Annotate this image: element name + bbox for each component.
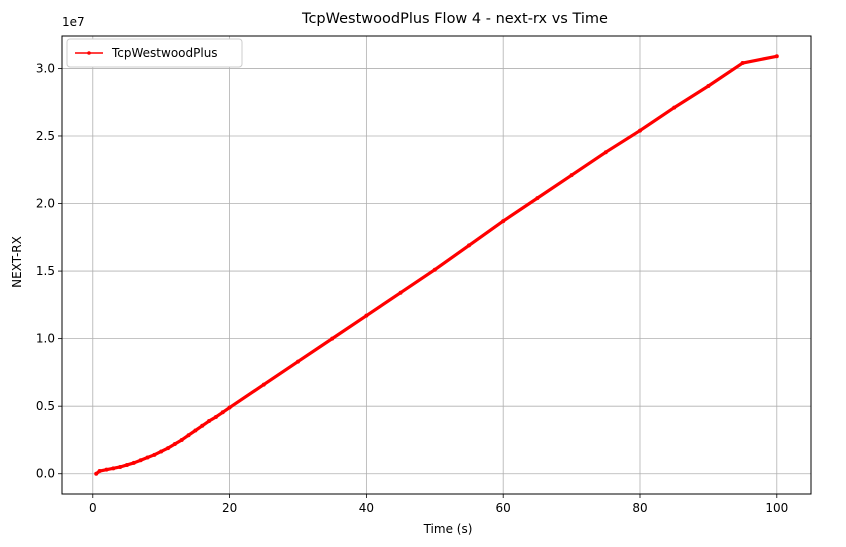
legend-marker-swatch — [87, 51, 91, 55]
data-point — [740, 61, 745, 66]
legend: TcpWestwoodPlus — [66, 38, 243, 68]
x-axis-label: Time (s) — [423, 522, 473, 536]
axes-frame — [61, 35, 812, 495]
y-axis-label: NEXT-RX — [10, 236, 24, 288]
data-point — [193, 428, 198, 433]
y-tick-label: 1.5 — [36, 264, 55, 278]
data-point — [706, 83, 711, 88]
data-point — [207, 419, 212, 424]
data-point — [535, 196, 540, 201]
y-tick-label: 0.5 — [36, 399, 55, 413]
y-tick-label: 1.0 — [36, 332, 55, 346]
x-tick-label: 80 — [632, 501, 647, 515]
legend-label: TcpWestwoodPlus — [111, 46, 218, 60]
y-offset-label: 1e7 — [62, 15, 85, 29]
data-point — [637, 128, 642, 133]
x-tick-label: 40 — [359, 501, 374, 515]
data-point — [186, 433, 191, 438]
data-point — [774, 54, 779, 59]
x-axis: 0 20 40 60 80 100 — [89, 494, 788, 515]
legend-box — [66, 38, 243, 68]
data-point — [118, 464, 123, 469]
y-axis: 0.0 0.5 1.0 1.5 2.0 2.5 3.0 — [36, 61, 62, 481]
x-tick-label: 60 — [496, 501, 511, 515]
data-point — [501, 219, 506, 224]
plot-area — [94, 54, 779, 476]
chart-title: TcpWestwoodPlus Flow 4 - next-rx vs Time — [301, 11, 608, 27]
data-point — [200, 423, 205, 428]
data-point — [364, 313, 369, 318]
data-point — [213, 414, 218, 419]
data-point — [159, 449, 164, 454]
data-point — [166, 446, 171, 451]
data-point — [131, 460, 136, 465]
data-point — [227, 405, 232, 410]
data-point — [466, 243, 471, 248]
y-tick-label: 2.5 — [36, 129, 55, 143]
data-point — [145, 455, 150, 460]
data-point — [398, 290, 403, 295]
data-point — [172, 442, 177, 447]
y-tick-label: 0.0 — [36, 467, 55, 481]
data-point — [603, 150, 608, 155]
data-point — [111, 466, 116, 471]
data-point — [220, 410, 225, 415]
data-point — [94, 471, 99, 476]
data-point — [569, 173, 574, 178]
data-point — [261, 382, 266, 387]
grid — [62, 36, 811, 494]
data-point — [179, 437, 184, 442]
y-tick-label: 2.0 — [36, 197, 55, 211]
data-point — [432, 267, 437, 272]
x-tick-label: 100 — [765, 501, 788, 515]
data-point — [138, 458, 143, 463]
data-point — [295, 359, 300, 364]
y-tick-label: 3.0 — [36, 61, 55, 75]
x-tick-label: 0 — [89, 501, 97, 515]
data-point — [152, 452, 157, 457]
data-point — [97, 469, 102, 474]
x-tick-label: 20 — [222, 501, 237, 515]
data-point — [104, 467, 109, 472]
data-point — [330, 336, 335, 341]
data-point — [124, 462, 129, 467]
data-point — [672, 105, 677, 110]
